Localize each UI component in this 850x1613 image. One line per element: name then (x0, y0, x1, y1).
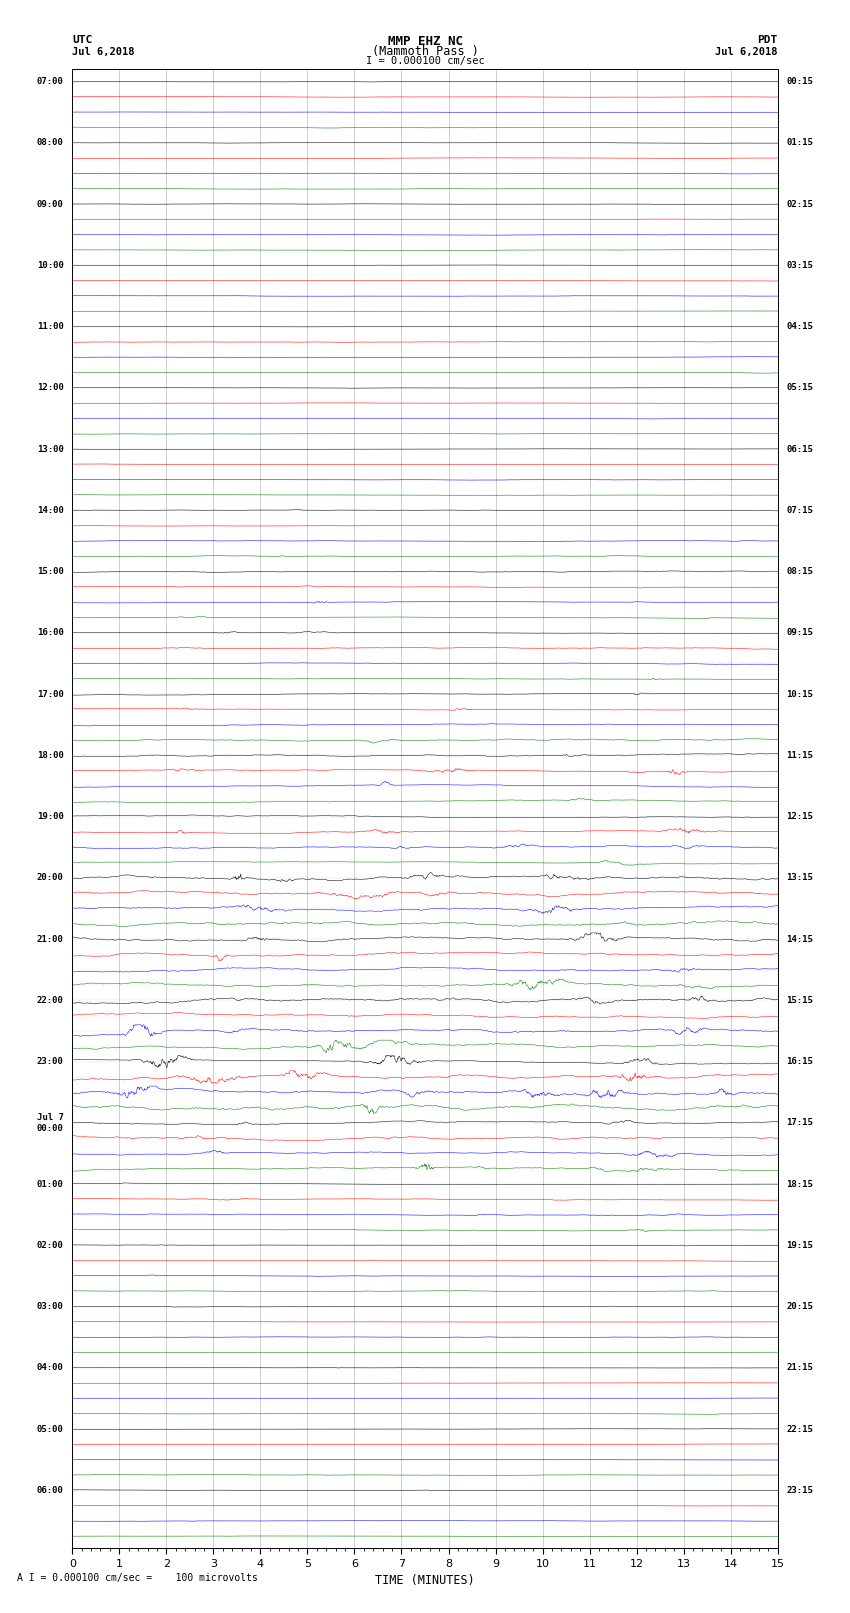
Text: 00:15: 00:15 (786, 77, 813, 85)
Text: 04:15: 04:15 (786, 323, 813, 331)
Text: 05:00: 05:00 (37, 1424, 64, 1434)
Text: 23:00: 23:00 (37, 1057, 64, 1066)
Text: 12:00: 12:00 (37, 384, 64, 392)
Text: 18:00: 18:00 (37, 750, 64, 760)
Text: Jul 6,2018: Jul 6,2018 (715, 47, 778, 56)
Text: 04:00: 04:00 (37, 1363, 64, 1373)
Text: 03:15: 03:15 (786, 261, 813, 269)
Text: 22:15: 22:15 (786, 1424, 813, 1434)
Text: 20:15: 20:15 (786, 1302, 813, 1311)
Text: PDT: PDT (757, 35, 778, 45)
Text: 08:00: 08:00 (37, 139, 64, 147)
Text: 21:15: 21:15 (786, 1363, 813, 1373)
Text: 02:00: 02:00 (37, 1240, 64, 1250)
Text: 14:15: 14:15 (786, 934, 813, 944)
Text: 22:00: 22:00 (37, 995, 64, 1005)
Text: I = 0.000100 cm/sec: I = 0.000100 cm/sec (366, 56, 484, 66)
Text: 21:00: 21:00 (37, 934, 64, 944)
Text: 02:15: 02:15 (786, 200, 813, 208)
Text: 08:15: 08:15 (786, 568, 813, 576)
Text: 17:15: 17:15 (786, 1118, 813, 1127)
Text: 11:15: 11:15 (786, 750, 813, 760)
Text: 18:15: 18:15 (786, 1179, 813, 1189)
Text: (Mammoth Pass ): (Mammoth Pass ) (371, 45, 479, 58)
X-axis label: TIME (MINUTES): TIME (MINUTES) (375, 1574, 475, 1587)
Text: 12:15: 12:15 (786, 811, 813, 821)
Text: UTC: UTC (72, 35, 93, 45)
Text: 06:15: 06:15 (786, 445, 813, 453)
Text: 10:00: 10:00 (37, 261, 64, 269)
Text: 16:15: 16:15 (786, 1057, 813, 1066)
Text: A I = 0.000100 cm/sec =    100 microvolts: A I = 0.000100 cm/sec = 100 microvolts (17, 1573, 258, 1582)
Text: Jul 6,2018: Jul 6,2018 (72, 47, 135, 56)
Text: 07:00: 07:00 (37, 77, 64, 85)
Text: 15:15: 15:15 (786, 995, 813, 1005)
Text: 19:15: 19:15 (786, 1240, 813, 1250)
Text: 01:00: 01:00 (37, 1179, 64, 1189)
Text: 14:00: 14:00 (37, 506, 64, 515)
Text: 13:15: 13:15 (786, 873, 813, 882)
Text: 09:00: 09:00 (37, 200, 64, 208)
Text: 06:00: 06:00 (37, 1486, 64, 1495)
Text: 16:00: 16:00 (37, 629, 64, 637)
Text: 11:00: 11:00 (37, 323, 64, 331)
Text: 05:15: 05:15 (786, 384, 813, 392)
Text: 01:15: 01:15 (786, 139, 813, 147)
Text: MMP EHZ NC: MMP EHZ NC (388, 35, 462, 48)
Text: 13:00: 13:00 (37, 445, 64, 453)
Text: 10:15: 10:15 (786, 690, 813, 698)
Text: Jul 7
00:00: Jul 7 00:00 (37, 1113, 64, 1132)
Text: 09:15: 09:15 (786, 629, 813, 637)
Text: 23:15: 23:15 (786, 1486, 813, 1495)
Text: 19:00: 19:00 (37, 811, 64, 821)
Text: 17:00: 17:00 (37, 690, 64, 698)
Text: 07:15: 07:15 (786, 506, 813, 515)
Text: 20:00: 20:00 (37, 873, 64, 882)
Text: 03:00: 03:00 (37, 1302, 64, 1311)
Text: 15:00: 15:00 (37, 568, 64, 576)
